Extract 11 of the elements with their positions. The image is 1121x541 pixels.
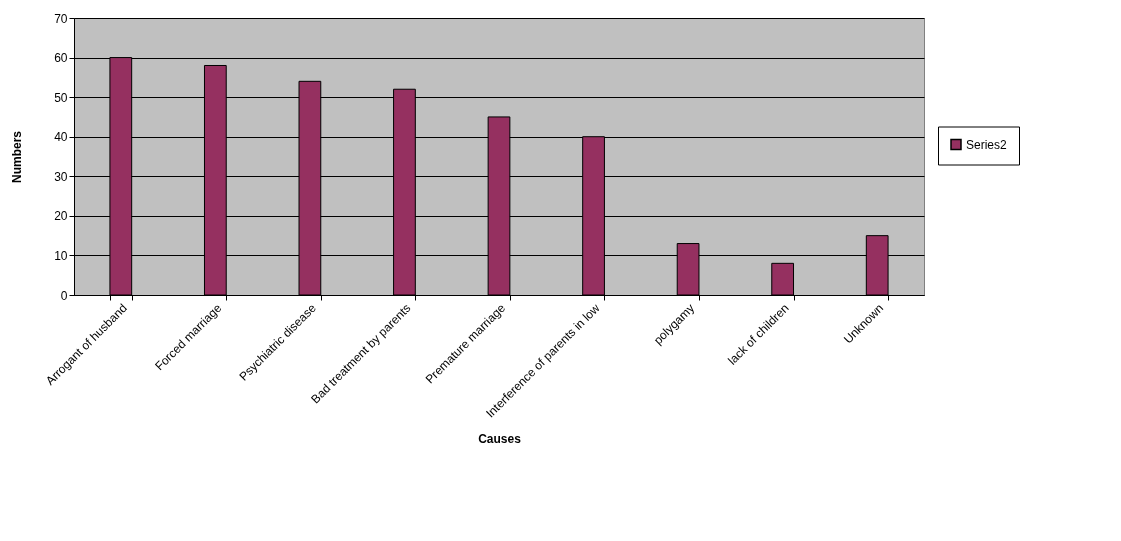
y-tick-label: 40	[54, 130, 68, 145]
y-tick-label: 30	[54, 169, 68, 184]
y-tick-label: 20	[54, 209, 68, 224]
y-tick-label: 60	[54, 51, 68, 66]
legend-label: Series2	[966, 137, 1008, 152]
y-tick-label: 50	[54, 90, 68, 105]
y-axis-title: Numbers	[10, 130, 25, 184]
y-tick-label: 0	[60, 288, 68, 303]
y-tick-label: 10	[54, 248, 68, 263]
x-axis-title: Causes	[478, 431, 522, 446]
y-tick-label: 70	[54, 11, 68, 26]
